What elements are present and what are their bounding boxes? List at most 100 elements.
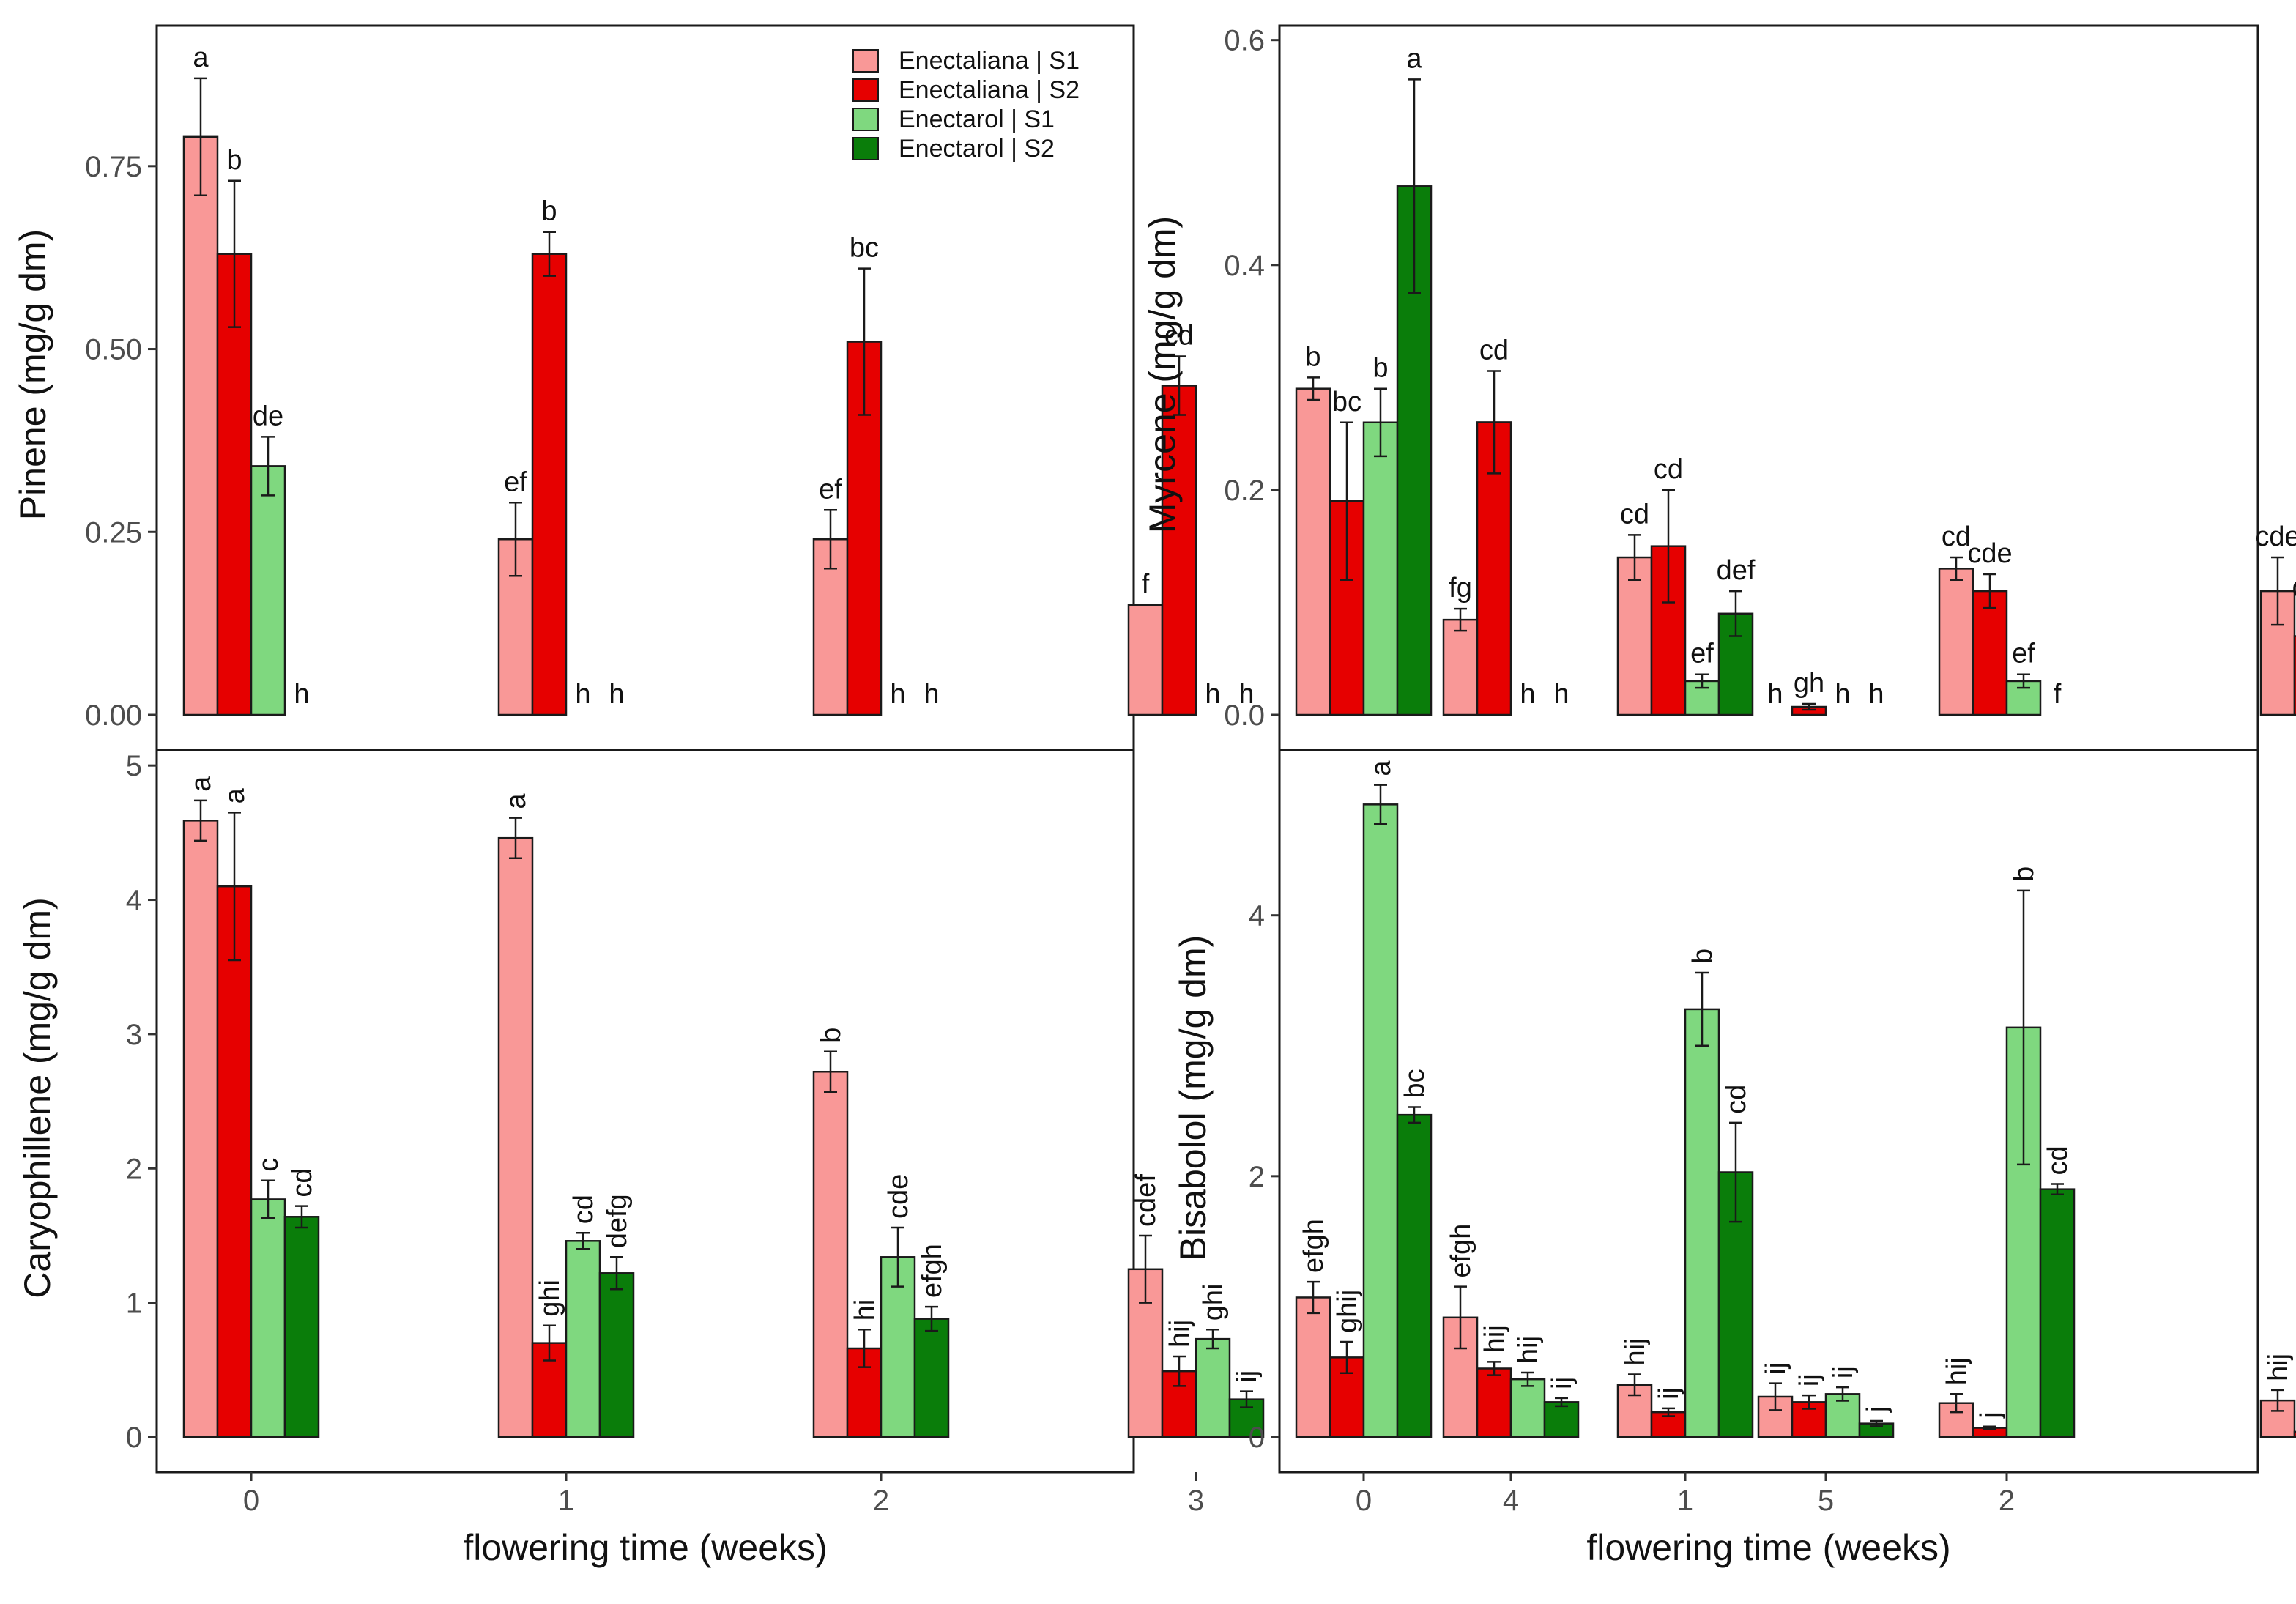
legend-entry: Enectarol | S1 — [899, 105, 1055, 133]
significance-letter: h — [1520, 679, 1535, 710]
bar — [913, 1318, 950, 1438]
significance-letter: ij — [1828, 1366, 1859, 1378]
legend-entry: Enectarol | S2 — [899, 135, 1055, 163]
significance-letter: cd — [568, 1195, 599, 1224]
y-tick-label: 0.25 — [85, 516, 142, 549]
significance-letter: cd — [1654, 454, 1683, 485]
x-axis-title: flowering time (weeks) — [1586, 1527, 1950, 1568]
y-tick-label: 0.50 — [85, 334, 142, 366]
significance-letter: ij — [1654, 1387, 1684, 1400]
y-axis-title: Caryophillene (mg/g dm) — [17, 897, 58, 1298]
bar — [182, 135, 219, 716]
bar — [812, 1070, 849, 1438]
bar — [565, 1240, 601, 1438]
significance-letter: h — [294, 679, 309, 710]
bar — [216, 253, 253, 716]
x-tick-label: 1 — [1677, 1485, 1693, 1517]
y-tick-label: 0.4 — [1224, 250, 1265, 282]
bar — [598, 1272, 635, 1438]
bar — [1396, 1113, 1433, 1438]
y-tick-label: 0.2 — [1224, 475, 1265, 507]
significance-letter: ef — [2012, 639, 2035, 669]
y-tick-label: 2 — [126, 1153, 142, 1185]
legend-entry: Enectaliana | S2 — [899, 76, 1080, 104]
bar — [2293, 1430, 2296, 1438]
significance-letter: f — [2054, 679, 2062, 710]
y-tick-label: 0.00 — [85, 699, 142, 732]
significance-letter: ij — [1547, 1377, 1578, 1389]
significance-letter: j — [1862, 1406, 1892, 1413]
bar — [2039, 1188, 2076, 1438]
bar — [497, 836, 534, 1438]
bar — [1362, 803, 1399, 1438]
bar — [1362, 421, 1399, 716]
bar — [1295, 387, 1331, 716]
significance-letter: cd — [1164, 321, 1194, 352]
significance-letter: h — [1767, 679, 1783, 710]
bar — [1616, 556, 1653, 716]
bar — [1442, 618, 1479, 716]
significance-letter: cd — [1942, 521, 1971, 552]
significance-letter: h — [1238, 679, 1254, 710]
significance-letter: f — [1142, 569, 1150, 600]
significance-letter: hij — [1164, 1320, 1195, 1348]
x-tick-label: 4 — [1503, 1485, 1519, 1517]
significance-letter: b — [226, 145, 242, 176]
significance-letter: bc — [850, 233, 879, 264]
significance-letter: ghij — [1332, 1290, 1363, 1333]
x-tick-label: 2 — [1999, 1485, 2015, 1517]
bar — [1127, 604, 1164, 716]
y-tick-label: 2 — [1249, 1161, 1265, 1193]
significance-letter: cd — [1620, 499, 1649, 530]
x-tick-label: 0 — [243, 1485, 259, 1517]
x-axis-title: flowering time (weeks) — [463, 1527, 827, 1568]
significance-letter: cde — [2255, 521, 2296, 552]
significance-letter: fg — [1449, 573, 1472, 604]
significance-letter: cdef — [1131, 1174, 1162, 1227]
bar — [1195, 1337, 1231, 1438]
y-tick-label: 0.6 — [1224, 25, 1265, 57]
y-tick-label: 4 — [1249, 900, 1265, 932]
significance-letter: c — [253, 1158, 284, 1172]
bar — [250, 465, 286, 716]
significance-letter: cd — [1479, 335, 1509, 366]
significance-letter: hij — [1513, 1336, 1544, 1364]
significance-letter: gh — [1794, 668, 1824, 699]
significance-letter: bc — [1332, 387, 1361, 417]
significance-letter: efgh — [1446, 1224, 1476, 1278]
significance-letter: cd — [1721, 1085, 1752, 1114]
y-axis-title: Pinene (mg/g dm) — [12, 229, 53, 520]
significance-letter: b — [1372, 353, 1388, 384]
bar — [1295, 1296, 1331, 1438]
y-tick-label: 0 — [1249, 1422, 1265, 1454]
panel-border — [1278, 749, 2259, 1474]
bar — [1972, 590, 2008, 716]
bar — [1476, 1367, 1512, 1438]
y-axis-title: Bisabolol (mg/g dm) — [1173, 935, 1214, 1261]
y-tick-label: 0.75 — [85, 151, 142, 183]
significance-letter: b — [1305, 341, 1320, 372]
significance-letter: de — [253, 401, 283, 431]
significance-letter: hi — [850, 1299, 880, 1321]
significance-letter: hij — [1620, 1337, 1651, 1365]
significance-letter: h — [1868, 679, 1884, 710]
significance-letter: b — [2009, 866, 2040, 882]
y-tick-label: 4 — [126, 885, 142, 917]
bar — [283, 1216, 320, 1438]
bar — [1938, 568, 1974, 716]
significance-letter: defg — [602, 1194, 633, 1248]
legend-swatch — [852, 137, 879, 160]
significance-letter: efgh — [1299, 1219, 1329, 1273]
significance-letter: ghi — [535, 1280, 565, 1317]
significance-letter: h — [575, 679, 590, 710]
y-axis-title: Myrcene (mg/g dm) — [1142, 216, 1183, 533]
y-tick-label: 0 — [126, 1422, 142, 1454]
significance-letter: a — [1406, 43, 1422, 74]
x-tick-label: 2 — [873, 1485, 889, 1517]
bar — [1476, 421, 1512, 716]
legend-swatch — [852, 78, 879, 102]
bar — [250, 1198, 286, 1438]
significance-letter: h — [1205, 679, 1220, 710]
